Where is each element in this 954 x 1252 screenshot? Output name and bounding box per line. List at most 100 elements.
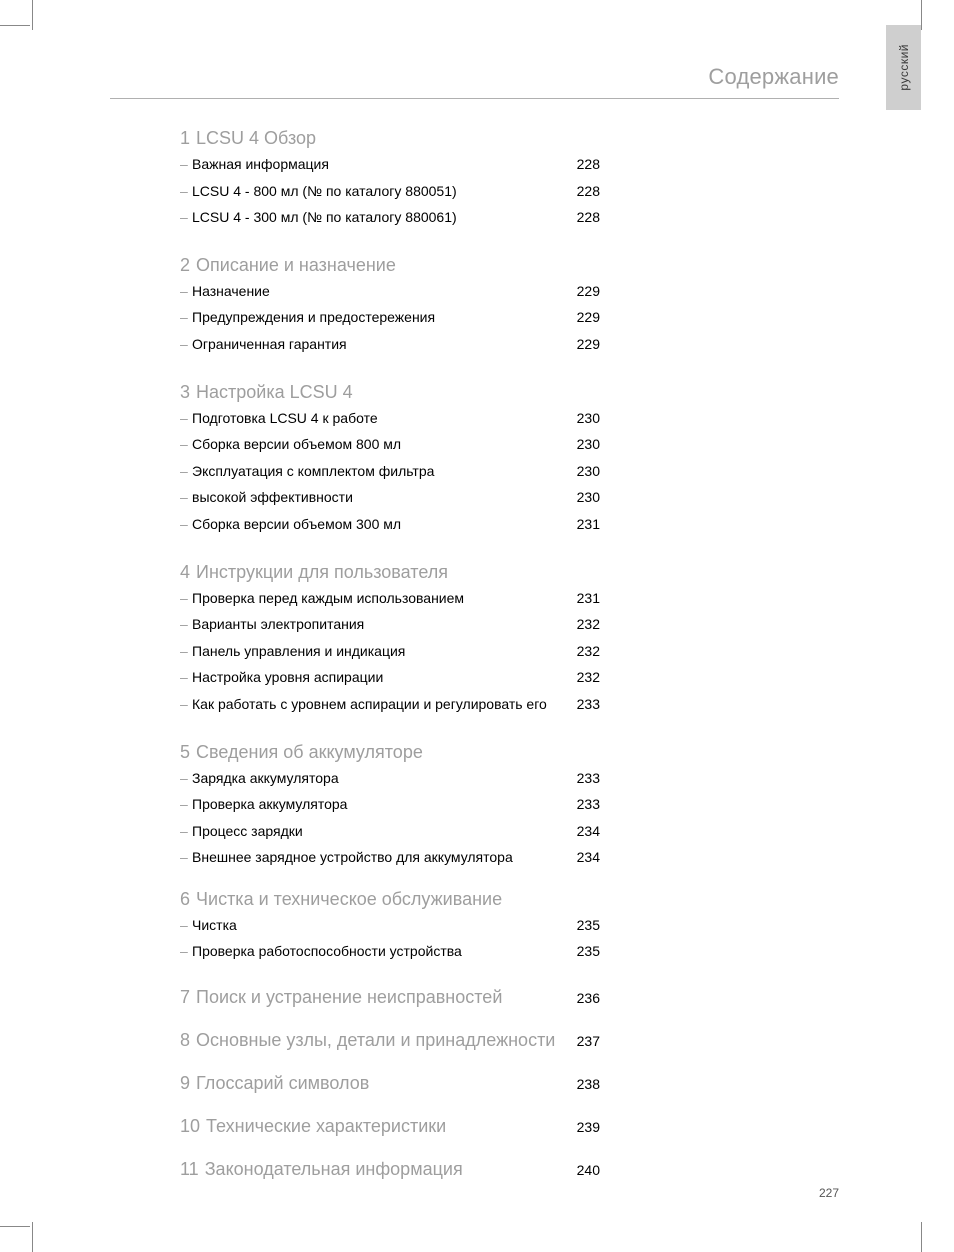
toc-item-label: Сборка версии объемом 800 мл [192,431,562,458]
page-number: 227 [819,1186,839,1200]
toc-item-label: Внешнее зарядное устройство для аккумуля… [192,844,562,871]
toc-item-label: Назначение [192,278,562,305]
toc-section-heading: 11 Законодательная информация240 [180,1159,600,1180]
toc-section-number: 10 [180,1116,200,1137]
toc-item: –LCSU 4 - 300 мл (№ по каталогу 880061)2… [180,204,600,231]
toc-item: –Ограниченная гарантия229 [180,331,600,358]
toc-item-label: Как работать с уровнем аспирации и регул… [192,691,562,718]
toc-item-dash: – [180,151,192,178]
crop-mark [921,1222,922,1252]
toc-item: –LCSU 4 - 800 мл (№ по каталогу 880051)2… [180,178,600,205]
toc-section-title: Глоссарий символов [196,1073,562,1094]
toc-item-dash: – [180,405,192,432]
toc-section-number: 8 [180,1030,190,1051]
toc-item-label: Предупреждения и предостережения [192,304,562,331]
toc-section-number: 4 [180,562,190,583]
toc-item-label: Ограниченная гарантия [192,331,562,358]
toc-item: –Предупреждения и предостережения229 [180,304,600,331]
toc-item-dash: – [180,818,192,845]
toc-item-page: 228 [562,151,600,178]
toc-item-dash: – [180,304,192,331]
crop-mark [0,1226,30,1227]
toc-section-heading: 6 Чистка и техническое обслуживание [180,889,600,910]
toc-section-title: Сведения об аккумуляторе [196,742,600,763]
toc-item-page: 230 [562,405,600,432]
toc-item: –Зарядка аккумулятора233 [180,765,600,792]
toc-section-title: Законодательная информация [205,1159,562,1180]
toc-item: –Проверка перед каждым использованием231 [180,585,600,612]
toc-item-page: 230 [562,431,600,458]
toc-item: –Панель управления и индикация232 [180,638,600,665]
toc-item-page: 229 [562,278,600,305]
toc-section-number: 1 [180,128,190,149]
toc-section-heading: 10Технические характеристики239 [180,1116,600,1137]
toc-item-dash: – [180,431,192,458]
toc-item: –Подготовка LCSU 4 к работе230 [180,405,600,432]
toc-item-label: LCSU 4 - 800 мл (№ по каталогу 880051) [192,178,562,205]
toc-section-number: 2 [180,255,190,276]
toc-item-dash: – [180,691,192,718]
toc-item: –высокой эффективности230 [180,484,600,511]
toc-section-title: Чистка и техническое обслуживание [196,889,600,910]
toc-item-page: 228 [562,178,600,205]
toc-section-title: LCSU 4 Обзор [196,128,600,149]
toc-item-label: Эксплуатация с комплектом фильтра [192,458,562,485]
toc-item-dash: – [180,844,192,871]
toc-item-dash: – [180,611,192,638]
toc-item-page: 228 [562,204,600,231]
toc-section-number: 11 [180,1159,199,1180]
toc-section-heading: 5 Сведения об аккумуляторе [180,742,600,763]
toc-item-dash: – [180,484,192,511]
toc-item: –Настройка уровня аспирации232 [180,664,600,691]
crop-mark [921,0,922,30]
toc-section-page: 240 [562,1162,600,1178]
toc-item-page: 232 [562,611,600,638]
toc-item: –Варианты электропитания232 [180,611,600,638]
toc-item-dash: – [180,664,192,691]
toc-item-dash: – [180,938,192,965]
toc-section-title: Основные узлы, детали и принадлежности [196,1030,562,1051]
toc-item-dash: – [180,791,192,818]
toc-section-number: 6 [180,889,190,910]
toc-section-heading: 9Глоссарий символов238 [180,1073,600,1094]
crop-mark [0,25,30,26]
toc-item-page: 231 [562,585,600,612]
toc-item-label: Подготовка LCSU 4 к работе [192,405,562,432]
toc-item-page: 232 [562,664,600,691]
toc-item-dash: – [180,458,192,485]
toc-item: –Сборка версии объемом 300 мл231 [180,511,600,538]
toc-item: –Эксплуатация с комплектом фильтра230 [180,458,600,485]
toc-section-number: 5 [180,742,190,763]
toc-item-page: 230 [562,484,600,511]
toc-section-heading: 2Описание и назначение [180,255,600,276]
toc-item-page: 229 [562,304,600,331]
toc-item-label: высокой эффективности [192,484,562,511]
toc-item-dash: – [180,204,192,231]
toc-item-page: 233 [562,791,600,818]
toc-item-dash: – [180,278,192,305]
toc-section-page: 236 [562,990,600,1006]
toc-section-heading: 4Инструкции для пользователя [180,562,600,583]
toc-item-page: 233 [562,765,600,792]
table-of-contents: 1LCSU 4 Обзор–Важная информация228–LCSU … [180,128,600,1182]
toc-section-title: Технические характеристики [206,1116,562,1137]
toc-item-dash: – [180,585,192,612]
toc-item-page: 231 [562,511,600,538]
toc-item-label: Проверка перед каждым использованием [192,585,562,612]
toc-item-label: LCSU 4 - 300 мл (№ по каталогу 880061) [192,204,562,231]
toc-item: –Процесс зарядки234 [180,818,600,845]
toc-item-page: 234 [562,818,600,845]
toc-section-title: Поиск и устранение неисправностей [196,987,562,1008]
toc-item: –Внешнее зарядное устройство для аккумул… [180,844,600,871]
toc-section-number: 9 [180,1073,190,1094]
toc-item-dash: – [180,331,192,358]
language-tab-label: русский [897,44,911,91]
toc-item-page: 235 [562,912,600,939]
toc-item: –Проверка аккумулятора233 [180,791,600,818]
crop-mark [32,1222,33,1252]
toc-item-dash: – [180,638,192,665]
toc-item-label: Проверка работоспособности устройства [192,938,562,965]
crop-mark [32,0,33,30]
toc-item-label: Процесс зарядки [192,818,562,845]
page-title: Содержание [708,64,839,90]
